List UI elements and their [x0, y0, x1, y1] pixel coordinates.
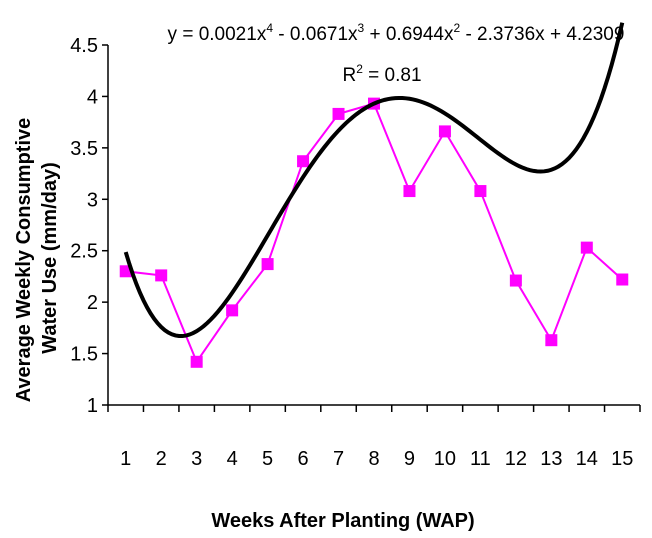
- series-layer: [119, 97, 629, 368]
- data-point: [226, 304, 239, 317]
- x-tick-label: 15: [611, 448, 633, 470]
- x-tick-label: 6: [298, 448, 309, 470]
- y-tick-label: 4.5: [70, 35, 98, 57]
- x-tick-label: 10: [434, 448, 456, 470]
- x-tick-label: 13: [540, 448, 562, 470]
- x-axis-title: Weeks After Planting (WAP): [211, 510, 474, 532]
- data-point: [616, 273, 629, 286]
- y-tick-label: 1.5: [70, 344, 98, 366]
- y-tick-label: 2.5: [70, 241, 98, 263]
- data-point: [190, 355, 203, 368]
- data-point: [332, 107, 345, 120]
- y-tick-label: 2: [87, 292, 98, 314]
- y-axis-title-line2: Water Use (mm/day): [39, 162, 61, 354]
- r-squared-label: R2 = 0.81: [342, 62, 421, 86]
- data-point: [297, 155, 310, 168]
- y-tick-label: 3: [87, 189, 98, 211]
- x-tick-label: 5: [262, 448, 273, 470]
- y-tick-label: 4: [87, 86, 98, 108]
- data-point: [261, 258, 274, 271]
- data-point: [545, 334, 558, 347]
- y-axis-title-line1: Average Weekly Consumptive: [13, 118, 35, 403]
- y-tick-label: 3.5: [70, 138, 98, 160]
- x-tick-label: 12: [505, 448, 527, 470]
- data-point: [580, 241, 593, 254]
- x-ticks: 1 2 3 4 5 6 7 8 9 10 11 12 13 14 15: [107, 405, 641, 470]
- x-tick-label: 11: [470, 448, 491, 470]
- data-point: [438, 125, 451, 138]
- data-point: [509, 274, 522, 287]
- trendline: [123, 22, 625, 339]
- axes: [107, 45, 640, 406]
- trend-layer: [123, 22, 625, 339]
- data-point: [474, 185, 487, 198]
- data-point: [403, 185, 416, 198]
- data-point: [155, 269, 168, 282]
- y-ticks: 1 1.5 2 2.5 3 3.5 4 4.5: [70, 35, 108, 417]
- y-tick-label: 1: [87, 395, 98, 417]
- x-tick-label: 7: [333, 448, 344, 470]
- x-tick-label: 4: [227, 448, 238, 470]
- x-tick-label: 2: [156, 448, 167, 470]
- series-line: [125, 102, 623, 364]
- x-tick-label: 1: [120, 448, 131, 470]
- x-tick-label: 14: [576, 448, 598, 470]
- x-tick-label: 9: [404, 448, 415, 470]
- trendline-equation: y = 0.0021x4 - 0.0671x3 + 0.6944x2 - 2.3…: [168, 21, 625, 45]
- y-axis-title: Average Weekly Consumptive Water Use (mm…: [13, 118, 61, 403]
- x-tick-label: 8: [368, 448, 379, 470]
- x-tick-label: 3: [191, 448, 202, 470]
